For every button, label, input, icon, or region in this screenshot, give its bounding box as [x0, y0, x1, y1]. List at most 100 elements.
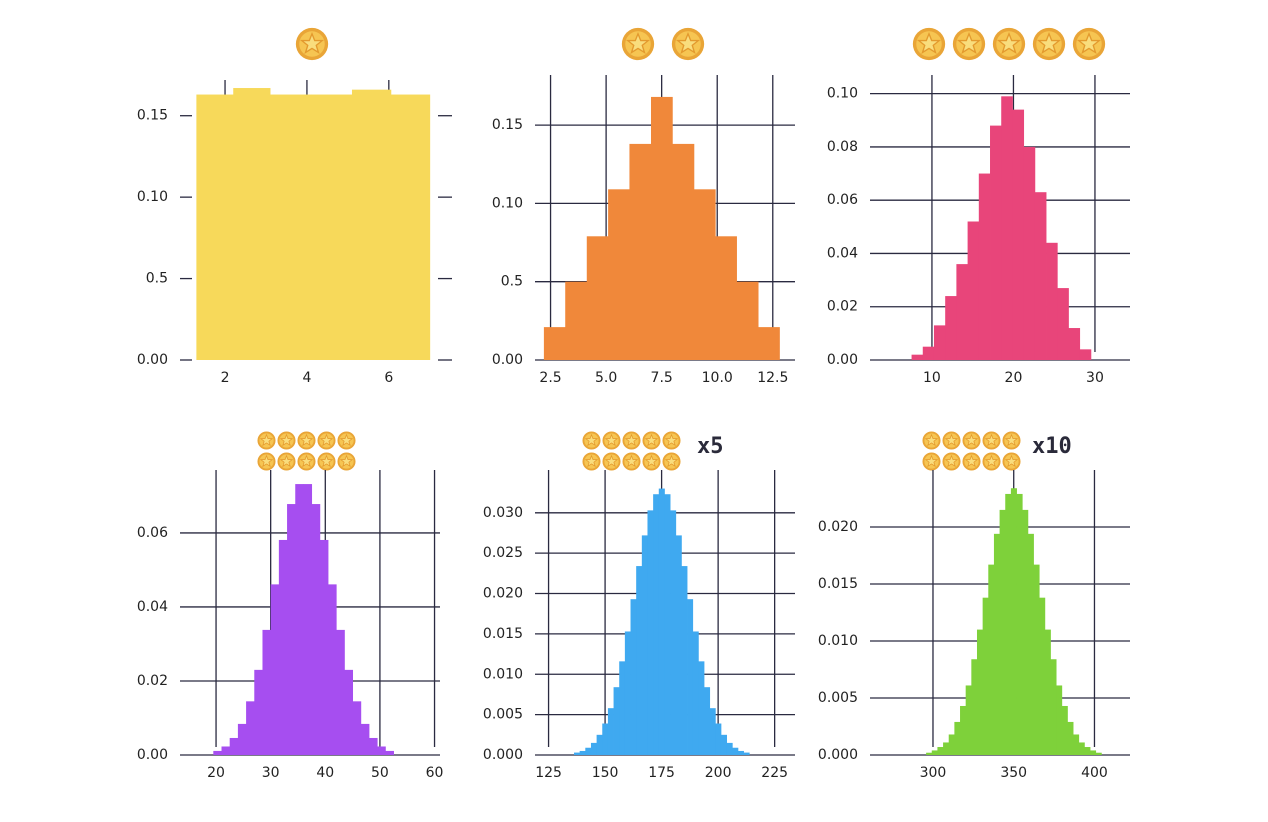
- bar: [377, 746, 386, 755]
- bar: [926, 752, 933, 755]
- bar: [653, 494, 660, 755]
- y-tick-label: 0.02: [827, 299, 858, 315]
- bar: [922, 346, 935, 360]
- coin: [922, 431, 941, 450]
- bar: [328, 584, 337, 755]
- bar: [911, 354, 924, 360]
- coin: [622, 452, 641, 471]
- x-tick-label: 20: [1005, 370, 1023, 386]
- bar: [1084, 747, 1091, 755]
- bar: [213, 750, 222, 755]
- bar: [624, 631, 631, 755]
- coin: [962, 431, 981, 450]
- bar: [658, 488, 665, 755]
- bar: [590, 742, 598, 755]
- bar: [647, 510, 654, 755]
- y-tick-label: 0.06: [827, 192, 858, 208]
- bar: [1057, 288, 1069, 360]
- bar: [1016, 493, 1023, 755]
- coin: [317, 431, 336, 450]
- y-tick-label: 0.10: [827, 86, 858, 102]
- bar: [543, 327, 566, 360]
- y-tick-label: 0.08: [827, 139, 858, 155]
- annotation: x5: [697, 434, 724, 459]
- bar: [390, 94, 431, 361]
- bar: [336, 629, 345, 755]
- x-tick-label: 40: [316, 765, 334, 781]
- y-tick-label: 0.020: [818, 519, 858, 535]
- bar: [574, 752, 581, 755]
- x-tick-label: 10: [923, 370, 941, 386]
- y-tick-label: 0.000: [483, 747, 523, 763]
- y-tick-label: 0.04: [827, 245, 858, 261]
- bar: [670, 510, 677, 755]
- coin: [942, 452, 961, 471]
- bar: [758, 327, 780, 360]
- x-tick-label: 50: [371, 765, 389, 781]
- coin: [662, 452, 681, 471]
- bar: [687, 599, 694, 755]
- coin: [297, 431, 316, 450]
- bar: [311, 94, 353, 361]
- y-tick-label: 0.025: [483, 545, 523, 561]
- panel: 0.00 0.5 0.10 0.15 2 4 6: [137, 80, 452, 386]
- y-tick-label: 0.10: [137, 189, 168, 205]
- bar: [732, 747, 739, 755]
- bar: [1044, 629, 1051, 755]
- coin: [982, 452, 1001, 471]
- bar: [956, 264, 969, 360]
- bar: [960, 705, 967, 755]
- bar: [715, 236, 737, 360]
- bar: [943, 742, 950, 755]
- bar: [1001, 96, 1013, 360]
- bar: [1012, 109, 1025, 361]
- x-tick-label: 300: [920, 765, 947, 781]
- coin: [662, 431, 681, 450]
- bar: [1010, 488, 1017, 755]
- coin: [297, 452, 316, 471]
- bar: [692, 631, 699, 755]
- coin: [257, 452, 276, 471]
- coin: [962, 452, 981, 471]
- y-tick-label: 0.005: [483, 707, 523, 723]
- y-tick-label: 0.010: [818, 633, 858, 649]
- coin-grid: [257, 431, 1021, 471]
- bar: [965, 685, 972, 755]
- bar: [743, 752, 750, 755]
- coin: [277, 431, 296, 450]
- bar: [954, 721, 961, 755]
- bar: [693, 189, 716, 360]
- bar: [709, 708, 716, 755]
- x-tick-label: 125: [535, 765, 562, 781]
- coin: [602, 452, 621, 471]
- bar: [565, 281, 588, 360]
- bar: [636, 566, 643, 755]
- bar: [726, 742, 733, 755]
- bar: [237, 723, 247, 755]
- panel: 0.00 0.02 0.04 0.06 20 30 40 50 60: [137, 470, 443, 781]
- x-tick-label: 7.5: [651, 370, 673, 386]
- y-tick-label: 0.10: [492, 195, 523, 211]
- coin: [642, 431, 661, 450]
- y-tick-label: 0.04: [137, 599, 168, 615]
- y-tick-label: 0.010: [483, 666, 523, 682]
- x-tick-label: 12.5: [757, 370, 788, 386]
- bar: [1056, 685, 1063, 755]
- bar: [385, 750, 394, 755]
- bar: [303, 484, 313, 755]
- bar: [1023, 146, 1036, 360]
- bar: [619, 661, 626, 755]
- bar: [596, 734, 603, 755]
- y-tick-label: 0.06: [137, 525, 168, 541]
- x-tick-label: 10.0: [702, 370, 733, 386]
- bar: [352, 701, 362, 755]
- bar: [287, 504, 296, 755]
- bar: [613, 687, 620, 755]
- panel: 0.000 0.005 0.010 0.015 0.020 300 350 400 x10: [818, 434, 1130, 781]
- coin: [277, 452, 296, 471]
- y-tick-label: 0.15: [137, 108, 168, 124]
- x-tick-label: 400: [1081, 765, 1108, 781]
- y-tick-label: 0.000: [818, 747, 858, 763]
- bar: [1067, 721, 1074, 755]
- bar: [945, 296, 957, 360]
